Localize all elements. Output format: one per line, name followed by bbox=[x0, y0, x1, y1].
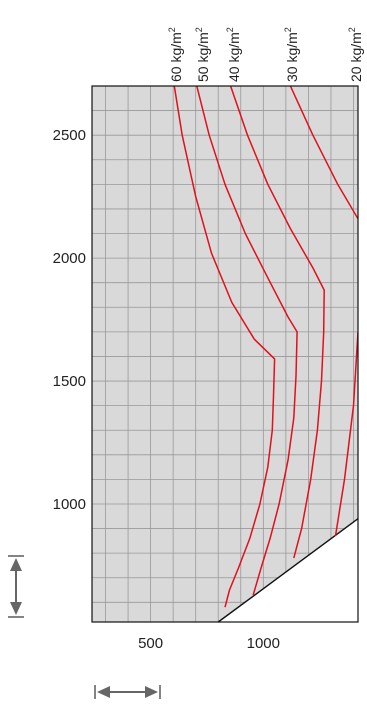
legend bbox=[8, 555, 161, 699]
curve-label-text: 60 kg/m2 bbox=[167, 27, 184, 82]
boundary-group bbox=[217, 518, 359, 623]
curve-labels: 60 kg/m2 50 kg/m2 40 kg/m2 30 kg/m2 20 kg/m2 bbox=[167, 27, 364, 82]
curve-label-text: 40 kg/m2 bbox=[225, 27, 242, 82]
curve-label-5: 20 kg/m2 bbox=[347, 27, 364, 82]
plot-frame bbox=[91, 85, 359, 623]
arrow-head-down bbox=[10, 602, 22, 615]
y-tick-label: 1000 bbox=[53, 496, 86, 513]
vertical-double-arrow-icon bbox=[8, 555, 24, 618]
x-tick-label: 1000 bbox=[247, 635, 280, 652]
x-tick-label: 500 bbox=[138, 635, 163, 652]
curve-label-text: 50 kg/m2 bbox=[194, 27, 211, 82]
tick-labels: 1000 1500 2000 2500 500 1000 bbox=[53, 127, 280, 652]
series-line-3 bbox=[229, 86, 325, 559]
plot-background bbox=[92, 86, 358, 622]
y-tick-label: 2500 bbox=[53, 127, 86, 144]
series-group bbox=[173, 86, 358, 608]
series-line-2 bbox=[196, 86, 298, 596]
y-tick-label: 2000 bbox=[53, 250, 86, 267]
boundary-line bbox=[217, 518, 359, 623]
y-tick-label: 1500 bbox=[53, 373, 86, 390]
curve-label-2: 50 kg/m2 bbox=[194, 27, 211, 82]
series-line-5 bbox=[334, 331, 358, 537]
plot-border bbox=[91, 85, 359, 623]
arrow-head-left bbox=[97, 686, 110, 698]
curve-label-text: 30 kg/m2 bbox=[283, 27, 300, 82]
arrow-head-up bbox=[10, 558, 22, 571]
curve-label-4: 30 kg/m2 bbox=[283, 27, 300, 82]
horizontal-double-arrow-icon bbox=[94, 685, 161, 699]
curve-label-3: 40 kg/m2 bbox=[225, 27, 242, 82]
curve-label-text: 20 kg/m2 bbox=[347, 27, 364, 82]
arrow-head-right bbox=[145, 686, 158, 698]
plot-area bbox=[92, 86, 358, 622]
series-line-1 bbox=[173, 86, 276, 608]
series-line-4 bbox=[289, 86, 358, 220]
curve-label-1: 60 kg/m2 bbox=[167, 27, 184, 82]
